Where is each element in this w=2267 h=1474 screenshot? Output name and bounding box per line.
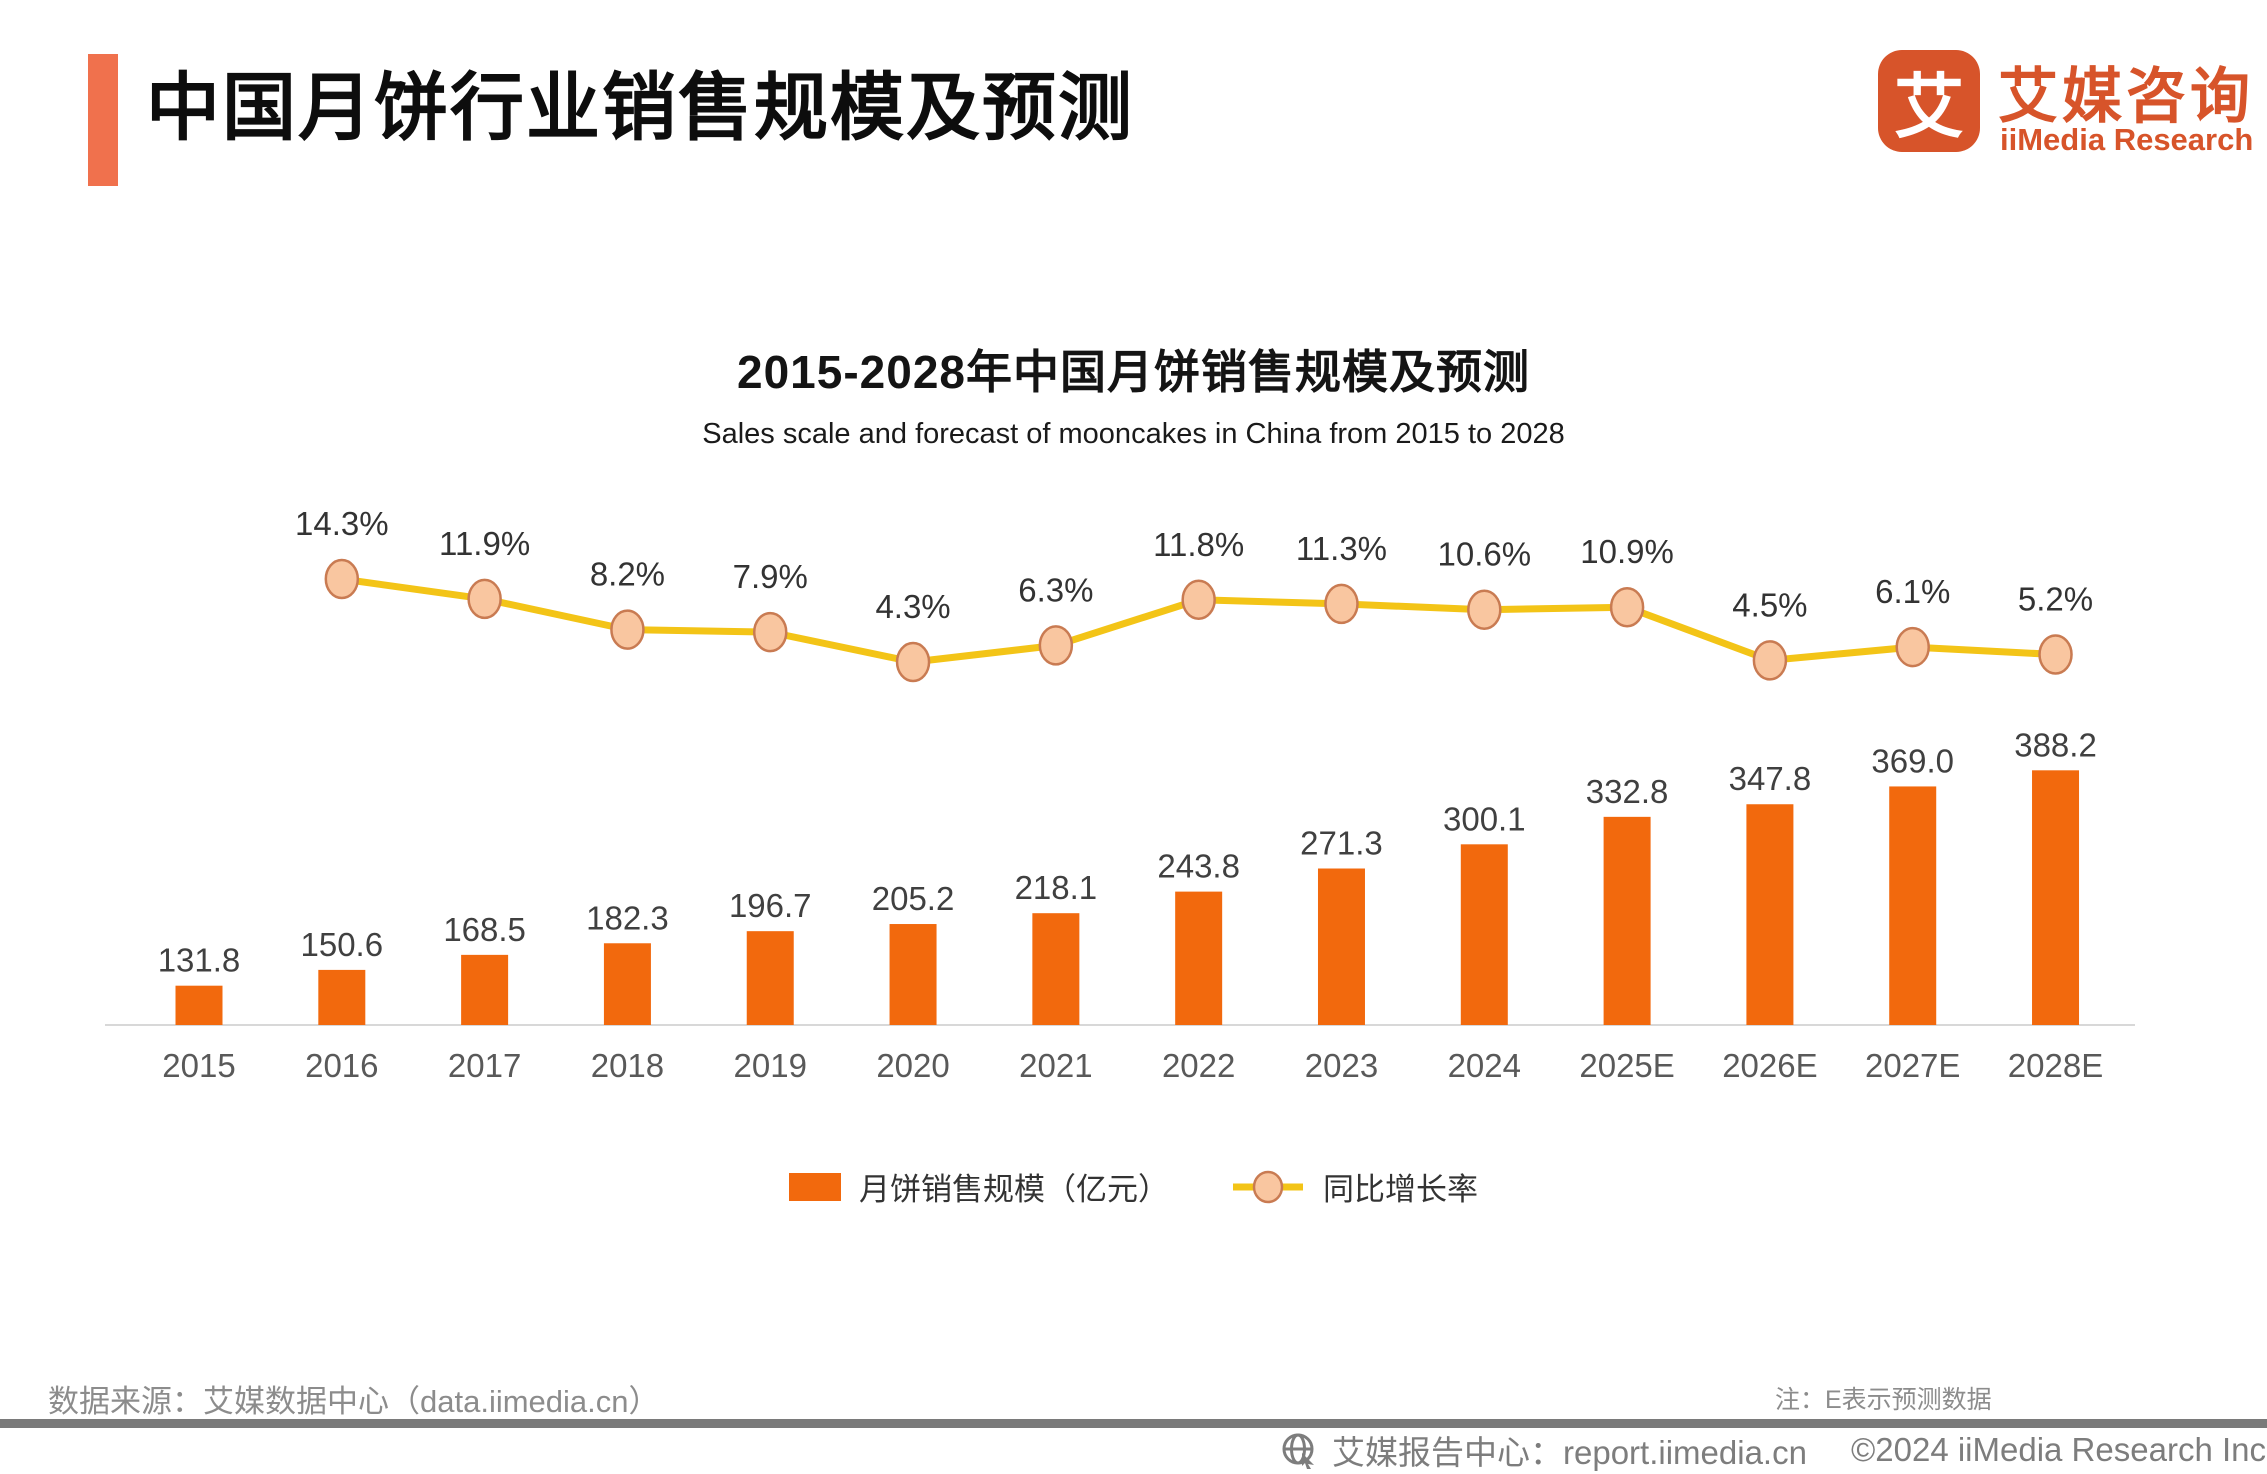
growth-marker-2024 bbox=[1467, 589, 1502, 630]
legend-line-swatch bbox=[1233, 1170, 1303, 1203]
x-axis-label-2018: 2018 bbox=[591, 1047, 664, 1084]
x-axis-label-2028E: 2028E bbox=[2008, 1047, 2103, 1084]
bar-value-2027E: 369.0 bbox=[1871, 742, 1954, 779]
x-axis-label-2026E: 2026E bbox=[1722, 1047, 1817, 1084]
x-axis-label-2024: 2024 bbox=[1448, 1047, 1521, 1084]
bar-2022 bbox=[1175, 891, 1223, 1025]
bar-2019 bbox=[746, 931, 794, 1025]
iimedia-logo-icon: 艾 bbox=[1878, 50, 1980, 152]
logo-name-en: iiMedia Research bbox=[2000, 122, 2254, 157]
growth-marker-2027E bbox=[1895, 626, 1930, 668]
growth-marker-2018 bbox=[610, 609, 645, 650]
bar-value-2020: 205.2 bbox=[872, 880, 955, 917]
bar-2026E bbox=[1746, 804, 1794, 1025]
x-axis-label-2023: 2023 bbox=[1305, 1047, 1378, 1084]
growth-marker-2028E bbox=[2038, 634, 2073, 675]
copyright-text: ©2024 iiMedia Research Inc bbox=[1850, 1431, 2266, 1468]
bar-value-2026E: 347.8 bbox=[1729, 760, 1812, 797]
growth-value-2027E: 6.1% bbox=[1875, 573, 1950, 610]
growth-value-2017: 11.9% bbox=[439, 525, 530, 562]
bar-2021 bbox=[1032, 913, 1080, 1025]
growth-value-2022: 11.8% bbox=[1153, 526, 1244, 563]
report-center-globe-icon bbox=[1282, 1433, 1314, 1469]
bar-2017 bbox=[461, 954, 509, 1025]
bar-2016 bbox=[318, 969, 366, 1025]
x-axis-label-2019: 2019 bbox=[734, 1047, 807, 1084]
data-source-note: 数据来源：艾媒数据中心（data.iimedia.cn） bbox=[48, 1384, 660, 1419]
growth-value-2020: 4.3% bbox=[875, 588, 950, 625]
legend-bar-label: 月饼销售规模（亿元） bbox=[859, 1172, 1169, 1207]
growth-marker-2023 bbox=[1324, 583, 1359, 625]
growth-marker-2017 bbox=[467, 578, 502, 620]
bar-value-2016: 150.6 bbox=[301, 926, 384, 963]
bar-value-2019: 196.7 bbox=[729, 887, 812, 924]
x-axis-label-2021: 2021 bbox=[1019, 1047, 1092, 1084]
growth-value-2025E: 10.9% bbox=[1580, 533, 1674, 570]
bar-2028E bbox=[2032, 770, 2080, 1025]
bar-value-2021: 218.1 bbox=[1015, 869, 1098, 906]
bar-value-2025E: 332.8 bbox=[1586, 773, 1669, 810]
report-center-link[interactable]: 艾媒报告中心：report.iimedia.cn bbox=[1332, 1434, 1807, 1471]
chart-title: 2015-2028年中国月饼销售规模及预测 bbox=[737, 346, 1530, 398]
logo-name-cn: 艾媒咨询 bbox=[1998, 63, 2254, 130]
bar-value-2024: 300.1 bbox=[1443, 800, 1526, 837]
growth-value-2024: 10.6% bbox=[1438, 536, 1532, 573]
x-axis-label-2022: 2022 bbox=[1162, 1047, 1235, 1084]
growth-value-2028E: 5.2% bbox=[2018, 581, 2093, 618]
forecast-note: 注：E表示预测数据 bbox=[1775, 1386, 1992, 1414]
growth-value-2018: 8.2% bbox=[590, 556, 665, 593]
bar-2025E bbox=[1603, 816, 1651, 1025]
x-axis-label-2025E: 2025E bbox=[1579, 1047, 1674, 1084]
bar-value-2017: 168.5 bbox=[443, 911, 526, 948]
growth-marker-2026E bbox=[1752, 640, 1788, 681]
bar-2018 bbox=[603, 943, 651, 1025]
footer-divider bbox=[0, 1419, 2267, 1428]
bar-2023 bbox=[1317, 868, 1365, 1025]
bar-value-2018: 182.3 bbox=[586, 899, 669, 936]
bar-value-2022: 243.8 bbox=[1157, 848, 1240, 885]
x-axis-label-2016: 2016 bbox=[305, 1047, 378, 1084]
growth-value-2021: 6.3% bbox=[1018, 571, 1093, 608]
bar-2015 bbox=[175, 985, 223, 1025]
legend-line-label: 同比增长率 bbox=[1323, 1172, 1478, 1207]
bar-2027E bbox=[1889, 786, 1937, 1025]
footer-row: 艾媒报告中心：report.iimedia.cn ©2024 iiMedia R… bbox=[1280, 1430, 2266, 1471]
bar-2024 bbox=[1460, 844, 1508, 1025]
x-axis-label-2017: 2017 bbox=[448, 1047, 521, 1084]
bar-value-2028E: 388.2 bbox=[2014, 726, 2097, 763]
chart-legend: 月饼销售规模（亿元） 同比增长率 bbox=[0, 1164, 2267, 1209]
growth-value-2023: 11.3% bbox=[1296, 530, 1387, 567]
growth-marker-2020 bbox=[895, 641, 931, 683]
x-axis-label-2027E: 2027E bbox=[1865, 1047, 1960, 1084]
bar-value-2023: 271.3 bbox=[1300, 825, 1383, 862]
growth-marker-2021 bbox=[1038, 625, 1074, 666]
title-accent-bar bbox=[88, 54, 118, 186]
bar-value-2015: 131.8 bbox=[158, 942, 241, 979]
growth-value-2016: 14.3% bbox=[295, 505, 389, 542]
growth-marker-2019 bbox=[752, 611, 788, 653]
iimedia-logo: 艾 艾媒咨询 iiMedia Research bbox=[1878, 48, 2258, 176]
legend-bar-swatch bbox=[789, 1172, 841, 1201]
chart-subtitle: Sales scale and forecast of mooncakes in… bbox=[702, 418, 1565, 450]
bar-2020 bbox=[889, 924, 937, 1025]
growth-value-2026E: 4.5% bbox=[1732, 586, 1807, 623]
growth-value-2019: 7.9% bbox=[733, 558, 808, 595]
growth-marker-2016 bbox=[324, 558, 360, 600]
growth-marker-2022 bbox=[1181, 579, 1216, 621]
growth-marker-2025E bbox=[1609, 586, 1645, 628]
x-axis-label-2015: 2015 bbox=[162, 1047, 235, 1084]
page-title: 中国月饼行业销售规模及预测 bbox=[146, 66, 1134, 149]
x-axis-label-2020: 2020 bbox=[876, 1047, 949, 1084]
